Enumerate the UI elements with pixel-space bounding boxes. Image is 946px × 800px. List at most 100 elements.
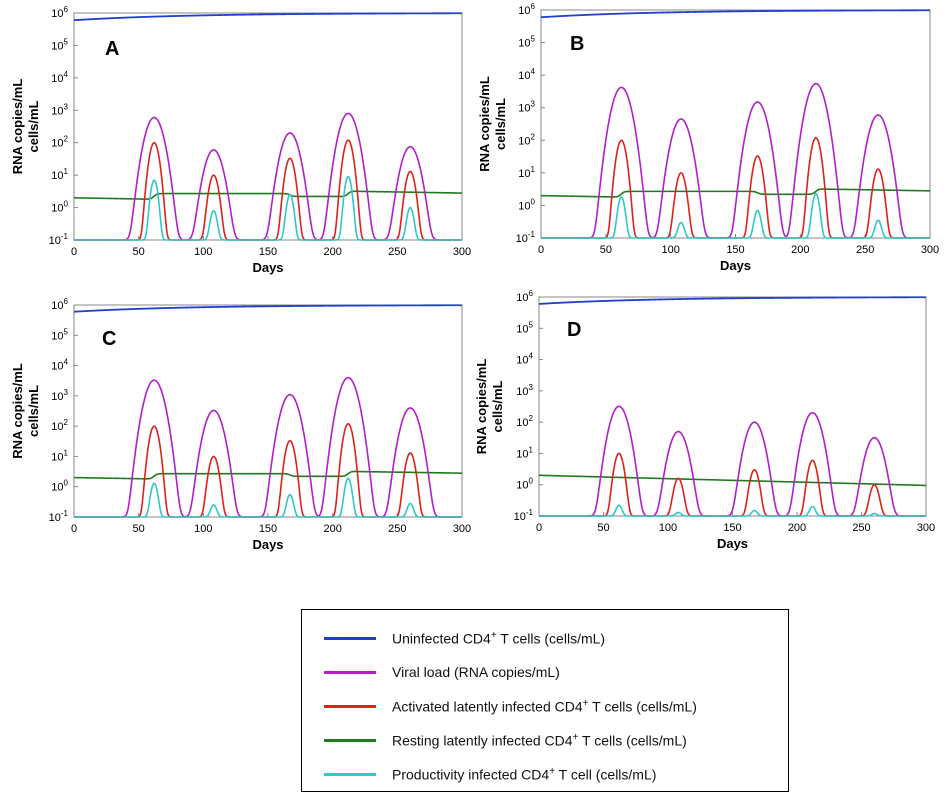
y-tick-label: 101 bbox=[51, 448, 68, 463]
productive-line bbox=[73, 175, 463, 241]
x-tick-label: 0 bbox=[536, 522, 542, 534]
x-tick-label: 50 bbox=[133, 523, 145, 535]
resting-line bbox=[73, 190, 463, 200]
legend-item-productive: Productivity infected CD4+ T cell (cells… bbox=[324, 763, 656, 785]
legend-swatch bbox=[324, 738, 376, 742]
viral-load-line bbox=[540, 82, 931, 239]
uninfected-line bbox=[73, 12, 463, 22]
productive-line bbox=[540, 192, 931, 239]
y-axis-label: RNA copies/mL bbox=[10, 79, 25, 175]
x-tick-label: 0 bbox=[538, 244, 544, 256]
productive-line bbox=[538, 504, 927, 517]
legend-item-resting: Resting latently infected CD4+ T cells (… bbox=[324, 729, 687, 751]
legend-item-uninfected: Uninfected CD4+ T cells (cells/mL) bbox=[324, 627, 605, 649]
x-tick-label: 250 bbox=[856, 244, 874, 256]
x-tick-label: 200 bbox=[791, 244, 809, 256]
y-tick-label: 10-1 bbox=[49, 232, 69, 247]
y-tick-label: 105 bbox=[51, 37, 68, 52]
y-axis-label: cells/mL bbox=[490, 380, 505, 432]
y-tick-label: 105 bbox=[518, 35, 535, 50]
x-tick-label: 50 bbox=[597, 522, 609, 534]
legend-swatch bbox=[324, 704, 376, 708]
y-tick-label: 106 bbox=[518, 2, 535, 17]
viral-load-line bbox=[73, 112, 463, 241]
uninfected-line bbox=[540, 9, 931, 19]
activated-line bbox=[73, 422, 463, 518]
x-tick-label: 200 bbox=[323, 246, 341, 258]
y-tick-label: 103 bbox=[516, 383, 533, 398]
y-tick-label: 10-1 bbox=[514, 508, 534, 523]
y-tick-label: 101 bbox=[518, 165, 535, 180]
panel-letter: B bbox=[570, 33, 584, 55]
legend-swatch bbox=[324, 636, 376, 640]
y-axis-label: RNA copies/mL bbox=[10, 363, 25, 459]
y-tick-label: 102 bbox=[516, 414, 533, 429]
x-tick-label: 150 bbox=[726, 244, 744, 256]
legend-swatch bbox=[324, 670, 376, 674]
y-tick-label: 100 bbox=[516, 477, 533, 492]
legend-item-viral: Viral load (RNA copies/mL) bbox=[324, 661, 560, 683]
legend-label: Uninfected CD4+ T cells (cells/mL) bbox=[392, 629, 606, 647]
x-tick-label: 300 bbox=[453, 246, 471, 258]
resting-line bbox=[538, 474, 927, 487]
y-tick-label: 106 bbox=[51, 5, 68, 20]
y-tick-label: 100 bbox=[51, 479, 68, 494]
x-tick-label: 150 bbox=[723, 522, 741, 534]
panel-a: 10-1 100 101 102 103 104 105 106 0 50 100 150 200 250… bbox=[10, 5, 471, 275]
panel-letter: C bbox=[102, 328, 116, 350]
x-tick-label: 150 bbox=[259, 246, 277, 258]
x-axis-label: Days bbox=[252, 260, 283, 275]
y-tick-label: 104 bbox=[516, 352, 533, 367]
x-tick-label: 0 bbox=[71, 523, 77, 535]
y-tick-label: 105 bbox=[51, 327, 68, 342]
legend: Uninfected CD4+ T cells (cells/mL) Viral … bbox=[301, 609, 789, 792]
y-tick-label: 104 bbox=[51, 70, 68, 85]
uninfected-line bbox=[538, 296, 927, 305]
y-tick-label: 105 bbox=[516, 320, 533, 335]
y-tick-label: 10-1 bbox=[516, 230, 536, 245]
y-tick-label: 100 bbox=[51, 200, 68, 215]
x-tick-label: 300 bbox=[917, 522, 935, 534]
panel-c: 10-1 100 101 102 103 104 105 106 0 50 100 150 200 250… bbox=[10, 297, 471, 552]
y-tick-label: 10-1 bbox=[49, 509, 69, 524]
y-tick-label: 102 bbox=[51, 135, 68, 150]
x-tick-label: 200 bbox=[788, 522, 806, 534]
x-axis-label: Days bbox=[252, 537, 283, 552]
y-axis-label: cells/mL bbox=[26, 100, 41, 152]
legend-item-activated: Activated latently infected CD4+ T cells… bbox=[324, 695, 697, 717]
panel-letter: D bbox=[567, 319, 581, 341]
x-tick-label: 300 bbox=[453, 523, 471, 535]
viral-load-line bbox=[538, 405, 927, 517]
y-tick-label: 106 bbox=[516, 289, 533, 304]
panel-d: 10-1 100 101 102 103 104 105 106 0 50 100 150 200 250… bbox=[474, 289, 935, 551]
x-tick-label: 100 bbox=[194, 246, 212, 258]
y-tick-label: 100 bbox=[518, 197, 535, 212]
y-tick-label: 104 bbox=[518, 67, 535, 82]
x-tick-label: 50 bbox=[600, 244, 612, 256]
legend-swatch bbox=[324, 772, 376, 776]
y-axis-label: RNA copies/mL bbox=[474, 359, 489, 455]
legend-label: Viral load (RNA copies/mL) bbox=[392, 664, 560, 680]
y-tick-label: 102 bbox=[518, 132, 535, 147]
uninfected-line bbox=[73, 304, 463, 313]
resting-line bbox=[540, 188, 931, 198]
y-axis-label: cells/mL bbox=[26, 385, 41, 437]
x-tick-label: 250 bbox=[388, 246, 406, 258]
x-tick-label: 250 bbox=[388, 523, 406, 535]
legend-label: Activated latently infected CD4+ T cells… bbox=[392, 697, 697, 715]
x-tick-label: 250 bbox=[852, 522, 870, 534]
resting-line bbox=[73, 470, 463, 480]
y-tick-label: 103 bbox=[51, 102, 68, 117]
y-tick-label: 106 bbox=[51, 297, 68, 312]
x-tick-label: 100 bbox=[194, 523, 212, 535]
x-tick-label: 50 bbox=[133, 246, 145, 258]
y-tick-label: 102 bbox=[51, 418, 68, 433]
x-tick-label: 150 bbox=[259, 523, 277, 535]
viral-load-line bbox=[73, 376, 463, 518]
y-tick-label: 103 bbox=[51, 388, 68, 403]
x-tick-label: 0 bbox=[71, 246, 77, 258]
legend-label: Resting latently infected CD4+ T cells (… bbox=[392, 731, 687, 749]
y-tick-label: 104 bbox=[51, 358, 68, 373]
x-tick-label: 100 bbox=[661, 244, 679, 256]
legend-label: Productivity infected CD4+ T cell (cells… bbox=[392, 765, 657, 783]
